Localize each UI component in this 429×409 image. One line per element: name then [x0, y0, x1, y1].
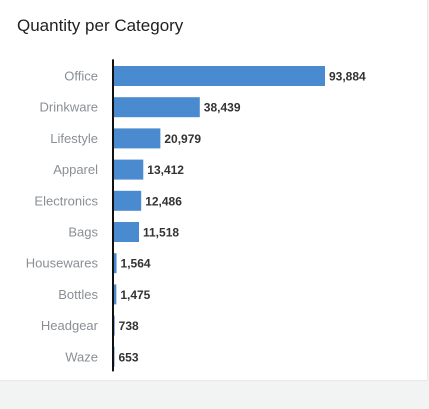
category-label: Headgear	[41, 318, 99, 333]
bar-chart: Office 93,884 Drinkware 38,439 Lifestyle 20,9…	[26, 59, 366, 372]
category-label: Drinkware	[39, 100, 98, 115]
value-label: 20,979	[164, 132, 201, 146]
category-label: Bottles	[58, 287, 98, 302]
bar-row: Office 93,884	[64, 66, 366, 86]
bar[interactable]	[113, 284, 117, 305]
value-label: 93,884	[329, 70, 366, 84]
value-label: 12,486	[145, 194, 182, 208]
bar[interactable]	[113, 159, 144, 180]
value-label: 38,439	[204, 101, 241, 115]
chart-title: Quantity per Category	[17, 16, 184, 35]
category-label: Bags	[68, 225, 98, 240]
bar[interactable]	[113, 128, 161, 149]
bar-row: Headgear 738	[41, 315, 139, 336]
category-label: Housewares	[26, 256, 99, 271]
value-label: 653	[119, 350, 139, 364]
bar[interactable]	[113, 66, 325, 86]
bar-row: Waze 653	[65, 346, 139, 367]
category-label: Electronics	[34, 193, 98, 208]
category-label: Apparel	[53, 162, 98, 177]
bar[interactable]	[113, 190, 142, 211]
bar-row: Electronics 12,486	[34, 190, 182, 211]
bars-layer: Office 93,884 Drinkware 38,439 Lifestyle 20,9…	[26, 66, 366, 367]
category-label: Office	[64, 69, 98, 84]
bar-row: Lifestyle 20,979	[50, 128, 201, 149]
bar[interactable]	[113, 253, 117, 274]
chart-card: Quantity per Category Office 93,884 Drinkw…	[0, 0, 428, 381]
value-label: 738	[119, 319, 139, 333]
value-label: 11,518	[143, 226, 179, 240]
value-label: 13,412	[147, 163, 184, 177]
bar-row: Drinkware 38,439	[39, 97, 241, 118]
category-label: Lifestyle	[50, 131, 98, 146]
bar-row: Bags 11,518	[68, 222, 179, 242]
bar[interactable]	[113, 222, 140, 242]
value-label: 1,564	[121, 257, 151, 271]
bar[interactable]	[113, 97, 200, 118]
value-label: 1,475	[120, 288, 150, 302]
bar-row: Apparel 13,412	[53, 159, 184, 180]
category-label: Waze	[65, 349, 98, 364]
bar-row: Bottles 1,475	[58, 284, 151, 305]
bar-row: Housewares 1,564	[26, 253, 151, 274]
